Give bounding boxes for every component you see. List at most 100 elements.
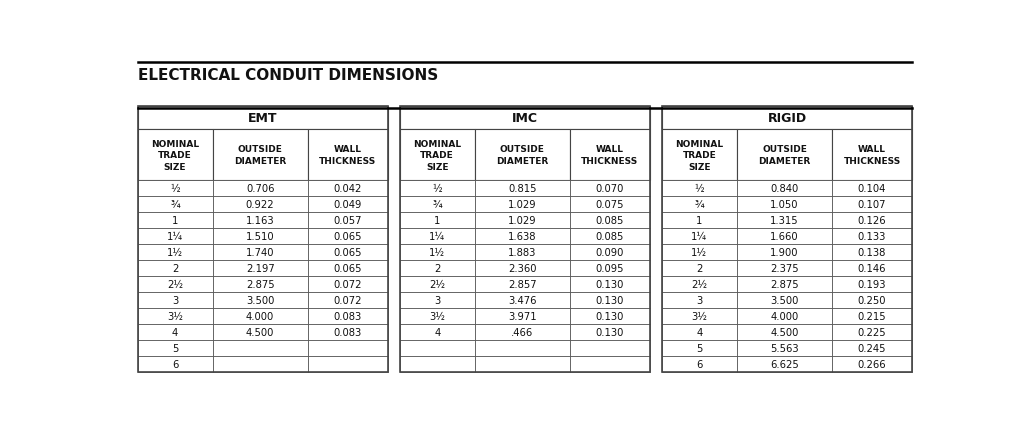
Text: 4: 4 (696, 328, 702, 337)
Bar (475, 181, 569, 197)
Text: 1.315: 1.315 (770, 216, 799, 226)
Bar (307, 181, 388, 197)
Bar (569, 293, 650, 308)
Bar (662, 261, 737, 276)
Text: 2.375: 2.375 (770, 264, 799, 273)
Bar (137, 107, 388, 373)
Bar (213, 197, 307, 213)
Text: 0.138: 0.138 (858, 248, 886, 258)
Text: WALL
THICKNESS: WALL THICKNESS (319, 145, 377, 165)
Bar (213, 308, 307, 325)
Text: 0.065: 0.065 (334, 264, 361, 273)
Bar (831, 197, 912, 213)
Bar (399, 197, 475, 213)
Text: 2½: 2½ (167, 279, 183, 290)
Bar (137, 197, 213, 213)
Bar (399, 308, 475, 325)
Bar (662, 181, 737, 197)
Text: 2½: 2½ (691, 279, 708, 290)
Text: OUTSIDE
DIAMETER: OUTSIDE DIAMETER (234, 145, 287, 165)
Text: 3½: 3½ (691, 312, 708, 322)
Bar (399, 276, 475, 293)
Text: 1.029: 1.029 (508, 216, 537, 226)
Bar (307, 130, 388, 181)
Bar (137, 213, 213, 229)
Text: EMT: EMT (248, 112, 278, 125)
Text: 5: 5 (696, 344, 702, 354)
Bar (475, 293, 569, 308)
Bar (831, 276, 912, 293)
Bar (569, 357, 650, 373)
Text: 0.815: 0.815 (508, 184, 537, 194)
Bar (307, 213, 388, 229)
Bar (399, 261, 475, 276)
Text: 0.133: 0.133 (858, 232, 886, 242)
Text: ½: ½ (170, 184, 180, 194)
Bar (137, 276, 213, 293)
Bar (737, 293, 831, 308)
Bar (569, 276, 650, 293)
Bar (475, 197, 569, 213)
Bar (399, 130, 475, 181)
Text: 2.360: 2.360 (508, 264, 537, 273)
Text: 0.065: 0.065 (334, 248, 361, 258)
Text: 0.085: 0.085 (596, 216, 624, 226)
Bar (307, 293, 388, 308)
Bar (737, 357, 831, 373)
Text: ¾: ¾ (432, 200, 442, 210)
Text: 3.476: 3.476 (508, 296, 537, 305)
Bar (737, 229, 831, 245)
Text: 3: 3 (696, 296, 702, 305)
Bar (399, 229, 475, 245)
Text: 0.706: 0.706 (246, 184, 274, 194)
Text: 6: 6 (172, 360, 178, 370)
Bar (662, 107, 912, 130)
Bar (737, 197, 831, 213)
Bar (475, 341, 569, 357)
Bar (662, 308, 737, 325)
Bar (307, 341, 388, 357)
Text: 3½: 3½ (167, 312, 183, 322)
Text: NOMINAL
TRADE
SIZE: NOMINAL TRADE SIZE (151, 139, 199, 171)
Bar (662, 245, 737, 261)
Bar (213, 181, 307, 197)
Bar (307, 357, 388, 373)
Text: 0.075: 0.075 (596, 200, 625, 210)
Text: 5: 5 (172, 344, 178, 354)
Text: 2.857: 2.857 (508, 279, 537, 290)
Text: 2.875: 2.875 (770, 279, 799, 290)
Bar (569, 325, 650, 341)
Text: 1¼: 1¼ (429, 232, 445, 242)
Bar (831, 245, 912, 261)
Bar (137, 130, 213, 181)
Text: 1.638: 1.638 (508, 232, 537, 242)
Text: 1: 1 (172, 216, 178, 226)
Bar (213, 130, 307, 181)
Bar (137, 229, 213, 245)
Bar (831, 130, 912, 181)
Text: OUTSIDE
DIAMETER: OUTSIDE DIAMETER (759, 145, 811, 165)
Text: 0.250: 0.250 (858, 296, 887, 305)
Text: 0.193: 0.193 (858, 279, 887, 290)
Text: 4.000: 4.000 (770, 312, 799, 322)
Text: 2½: 2½ (429, 279, 445, 290)
Bar (213, 325, 307, 341)
Bar (137, 308, 213, 325)
Bar (662, 213, 737, 229)
Text: WALL
THICKNESS: WALL THICKNESS (844, 145, 901, 165)
Text: NOMINAL
TRADE
SIZE: NOMINAL TRADE SIZE (413, 139, 461, 171)
Text: 1½: 1½ (691, 248, 708, 258)
Text: 0.130: 0.130 (596, 312, 624, 322)
Text: 3.500: 3.500 (246, 296, 274, 305)
Bar (831, 357, 912, 373)
Bar (737, 130, 831, 181)
Bar (569, 245, 650, 261)
Text: 0.130: 0.130 (596, 279, 624, 290)
Bar (569, 308, 650, 325)
Bar (137, 245, 213, 261)
Text: 0.057: 0.057 (334, 216, 361, 226)
Bar (475, 213, 569, 229)
Text: 0.090: 0.090 (596, 248, 624, 258)
Text: 0.072: 0.072 (334, 296, 361, 305)
Text: IMC: IMC (512, 112, 538, 125)
